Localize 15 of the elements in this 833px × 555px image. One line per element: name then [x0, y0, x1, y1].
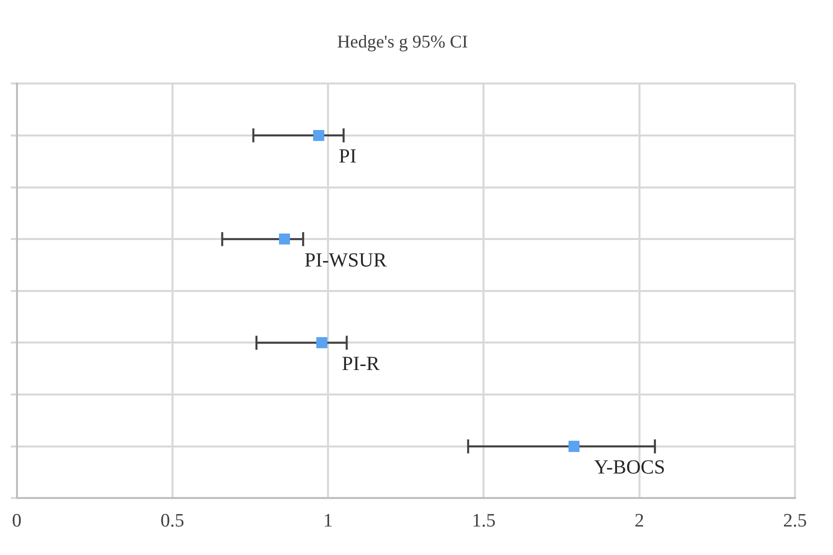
y-tick-label: PI — [338, 146, 357, 168]
chart-title: Hedge's g 95% CI — [337, 32, 468, 52]
point — [279, 234, 290, 245]
x-tick-label: 0.5 — [160, 510, 184, 532]
x-tick-label: 1 — [323, 510, 333, 532]
point — [313, 130, 324, 141]
y-tick-label: PI-WSUR — [304, 249, 388, 272]
y-tick-label: PI-R — [342, 352, 380, 375]
point — [316, 337, 328, 348]
x-tick-label: 2 — [634, 510, 644, 532]
y-tick-label: Y-BOCS — [594, 456, 666, 479]
x-tick-label: 1.5 — [472, 510, 496, 532]
point — [568, 440, 580, 452]
x-tick-label: 0 — [12, 510, 22, 532]
x-tick-label: 2.5 — [783, 510, 807, 532]
